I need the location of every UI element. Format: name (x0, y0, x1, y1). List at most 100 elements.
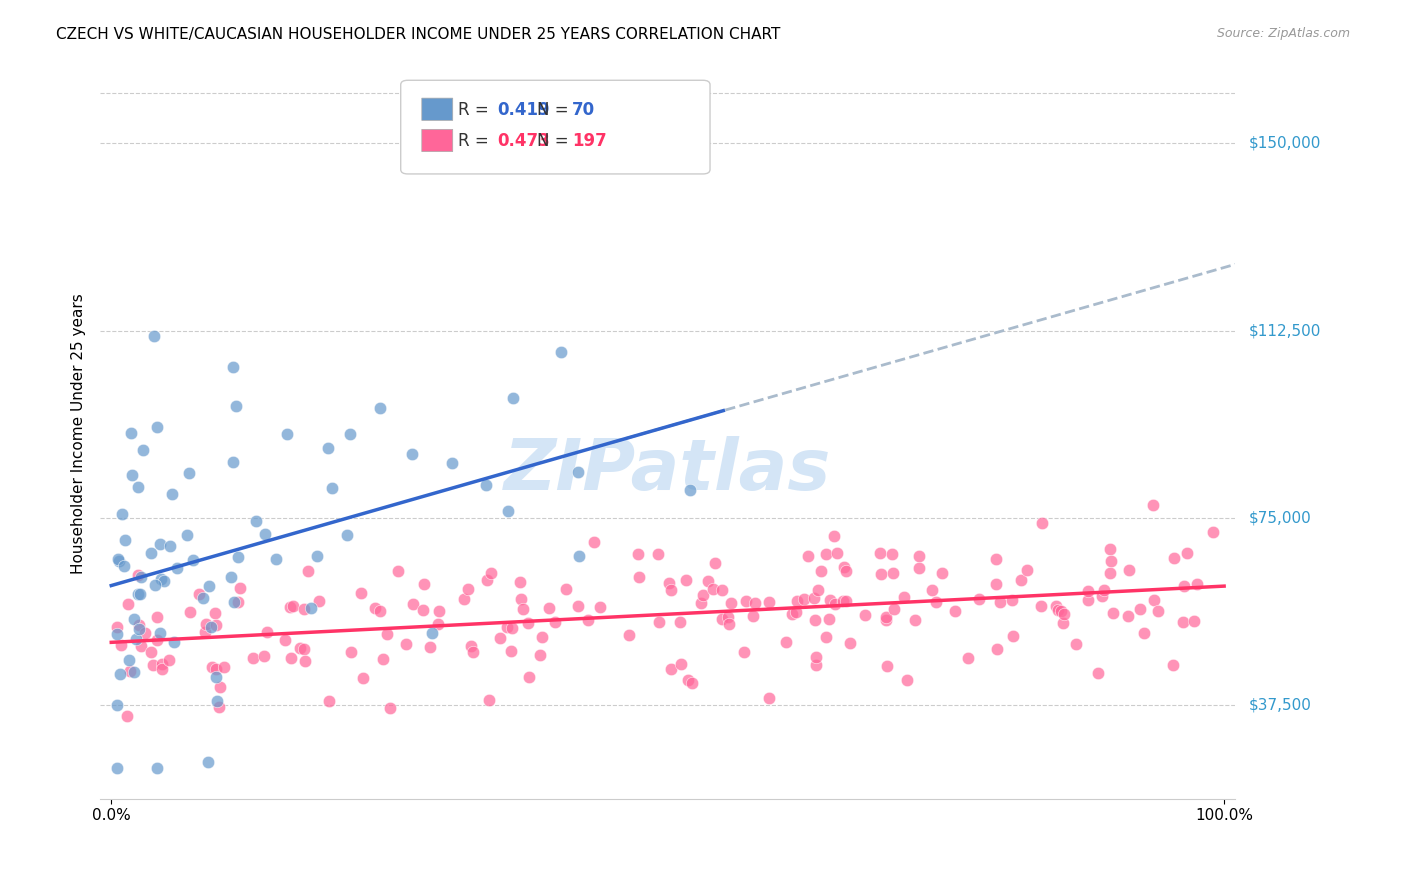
Text: ZIPatlas: ZIPatlas (503, 435, 831, 505)
Point (340, 645, 363, 659)
Text: R =: R = (458, 132, 495, 150)
Point (988, 595, 1011, 609)
Text: N =: N = (537, 101, 574, 119)
Point (460, 639, 482, 653)
Point (141, 645, 163, 659)
Point (149, 625, 172, 640)
Point (201, 659, 224, 673)
Point (143, 578, 166, 592)
Point (758, 595, 780, 609)
Point (1161, 657, 1184, 672)
Point (371, 652, 394, 666)
Point (163, 635, 186, 649)
Point (1098, 566, 1121, 581)
Point (704, 556, 727, 570)
Point (870, 567, 893, 582)
Point (567, 465, 589, 479)
Point (321, 482, 343, 496)
Point (419, 640, 441, 654)
Point (176, 527, 198, 541)
Point (229, 581, 252, 595)
Text: $37,500: $37,500 (1249, 698, 1312, 713)
Point (1187, 576, 1209, 591)
Point (401, 447, 423, 461)
Point (517, 615, 540, 630)
Point (702, 582, 724, 596)
Point (387, 564, 409, 578)
Point (1047, 603, 1070, 617)
Point (118, 664, 141, 678)
Point (117, 653, 139, 667)
Point (669, 657, 692, 672)
Point (129, 587, 152, 601)
Point (1202, 524, 1225, 539)
Point (149, 537, 172, 551)
Point (128, 622, 150, 636)
Point (1133, 625, 1156, 640)
Point (294, 654, 316, 668)
Point (1116, 609, 1139, 624)
Point (191, 591, 214, 605)
Point (647, 547, 669, 561)
Point (278, 600, 301, 615)
Point (803, 591, 825, 605)
Point (179, 605, 201, 619)
Point (589, 600, 612, 615)
Point (395, 637, 418, 651)
Point (463, 645, 485, 659)
Point (908, 549, 931, 563)
Point (150, 572, 173, 586)
Point (292, 641, 315, 656)
Point (1142, 499, 1164, 513)
Point (742, 608, 765, 623)
Point (793, 591, 815, 606)
Point (339, 427, 361, 442)
Point (110, 666, 132, 681)
Point (412, 603, 434, 617)
Point (336, 528, 359, 542)
Point (305, 549, 328, 564)
Point (838, 636, 860, 650)
Point (145, 633, 167, 648)
Point (904, 613, 927, 627)
Point (420, 626, 443, 640)
Point (1031, 516, 1053, 531)
Point (226, 595, 249, 609)
Point (110, 638, 132, 652)
Point (205, 662, 228, 676)
Point (159, 539, 181, 553)
Point (1173, 579, 1195, 593)
Point (370, 604, 392, 618)
Point (758, 690, 780, 705)
Point (152, 662, 174, 676)
Point (288, 640, 311, 655)
Point (824, 597, 846, 611)
Point (453, 591, 475, 606)
Point (696, 574, 718, 588)
Point (710, 582, 733, 597)
Point (1099, 554, 1122, 568)
Point (153, 574, 176, 588)
Point (502, 392, 524, 406)
Point (245, 514, 267, 528)
Point (957, 651, 980, 665)
Point (364, 600, 387, 615)
Point (222, 595, 245, 609)
Point (195, 617, 218, 632)
Point (204, 617, 226, 632)
Point (537, 601, 560, 615)
Point (427, 617, 450, 632)
Point (529, 648, 551, 662)
Point (177, 467, 200, 481)
Point (212, 660, 235, 674)
Point (204, 670, 226, 684)
Point (1118, 563, 1140, 577)
Point (127, 480, 149, 494)
Point (142, 329, 165, 343)
Point (1029, 599, 1052, 613)
Point (627, 547, 650, 561)
Point (619, 628, 641, 642)
Point (128, 617, 150, 632)
Point (108, 553, 131, 567)
Point (316, 441, 339, 455)
